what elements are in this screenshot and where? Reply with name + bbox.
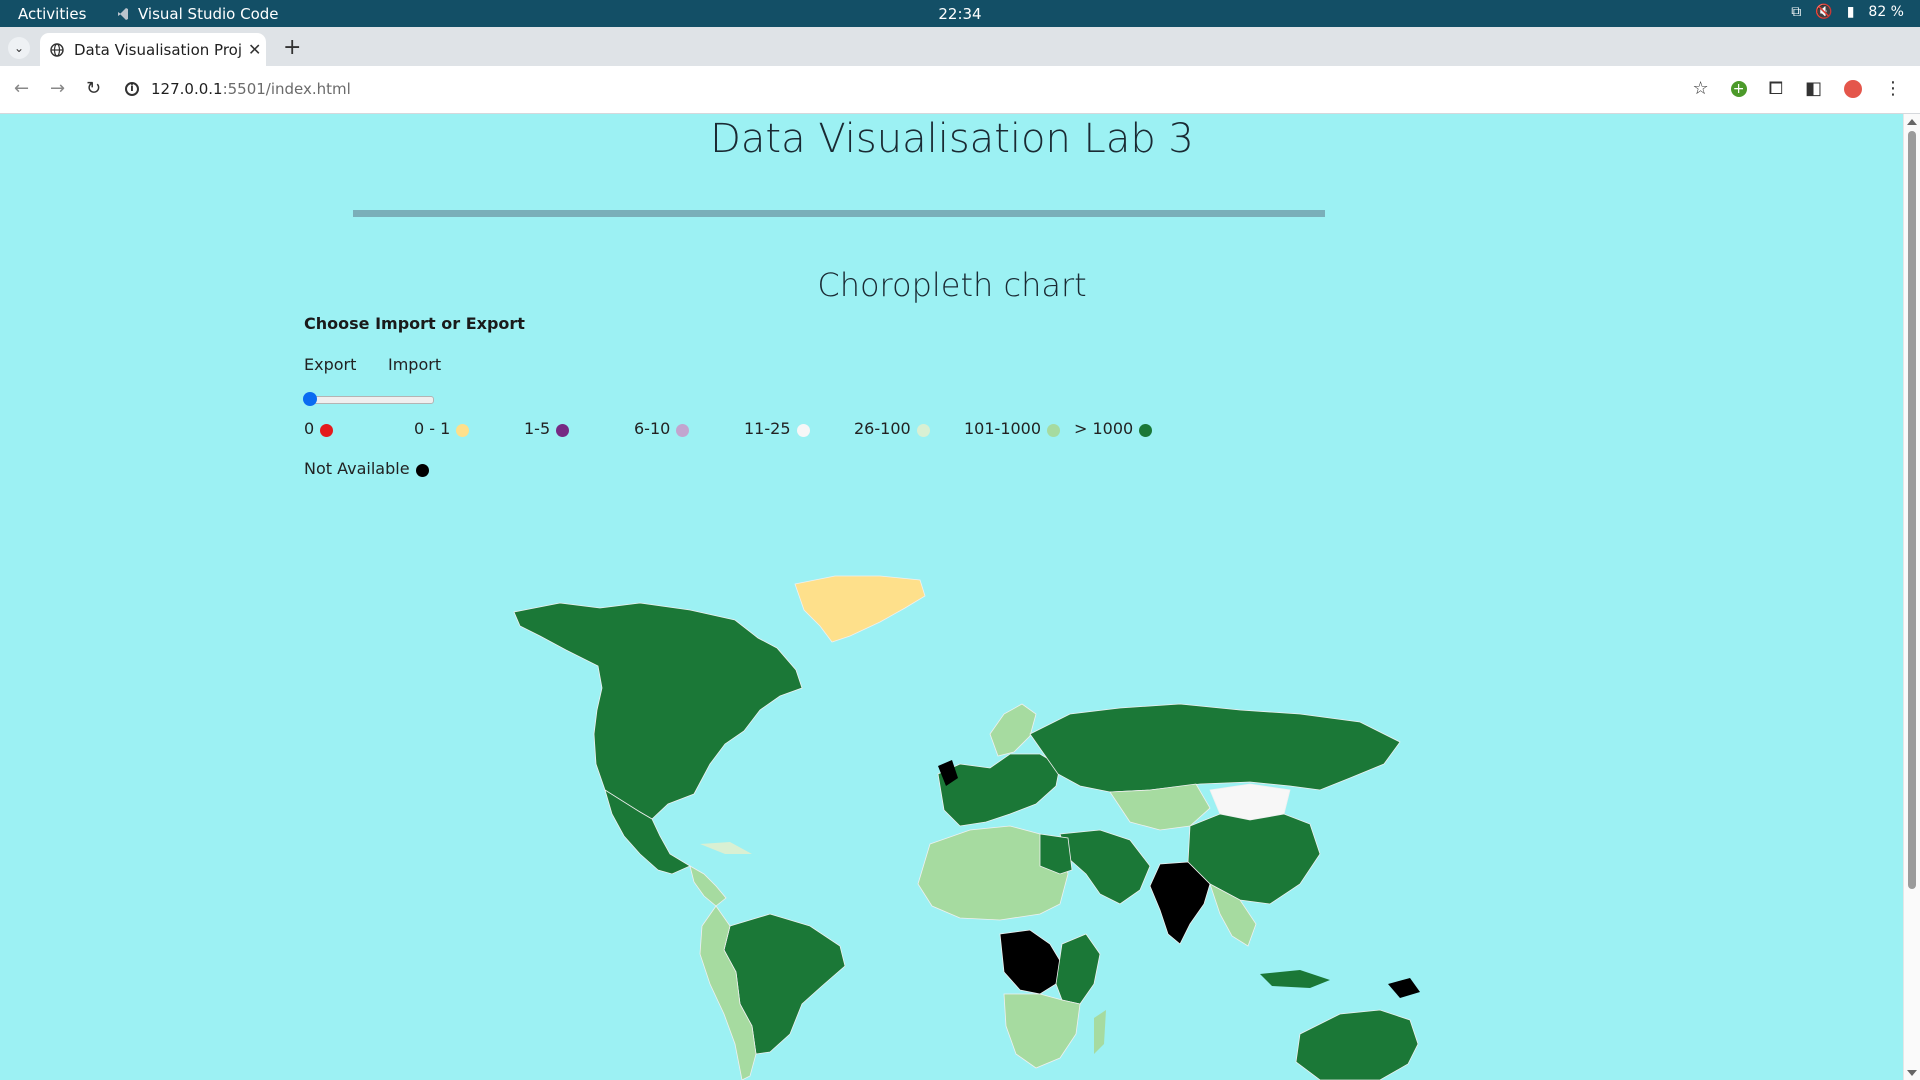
url-host: 127.0.0.1: [151, 80, 223, 98]
globe-icon: [50, 42, 64, 57]
legend-item: 0 - 1: [414, 419, 470, 438]
legend-label: 101-1000: [964, 419, 1042, 438]
choose-label: Choose Import or Export: [304, 314, 525, 333]
country-southern-africa[interactable]: [1003, 993, 1081, 1069]
choropleth-map[interactable]: [0, 114, 1904, 1080]
legend-label: 26-100: [854, 419, 911, 438]
legend-item: 1-5: [524, 419, 570, 438]
country-north-africa[interactable]: [917, 825, 1069, 921]
country-india[interactable]: [1149, 861, 1211, 945]
legend-item: 11-25: [744, 419, 810, 438]
legend-item: 101-1000: [964, 419, 1061, 438]
legend-item: 0: [304, 419, 334, 438]
new-tab-plus-icon[interactable]: +: [283, 35, 302, 60]
tab-title: Data Visualisation Proje: [74, 40, 242, 59]
legend-label: 0 - 1: [414, 419, 451, 438]
toolbar-actions: ☆ + ⧠ ◧ ⋮: [1692, 78, 1902, 99]
url-path: :5501/index.html: [222, 80, 351, 98]
country-middle-east[interactable]: [1059, 829, 1151, 905]
legend-label: 11-25: [744, 419, 791, 438]
legend-swatch: [916, 423, 930, 437]
scrollbar-thumb[interactable]: [1908, 131, 1916, 889]
divider: [353, 210, 1325, 217]
legend-label: > 1000: [1074, 419, 1134, 438]
country-southeast-asia[interactable]: [1209, 883, 1257, 947]
legend-item: Not Available: [304, 459, 429, 478]
import-export-slider[interactable]: [303, 392, 434, 406]
chart-title: Choropleth chart: [817, 266, 1087, 304]
kebab-menu-icon[interactable]: ⋮: [1884, 78, 1902, 99]
legend-label: 6-10: [634, 419, 671, 438]
scroll-up-arrow-icon[interactable]: [1907, 119, 1917, 125]
country-png[interactable]: [1388, 978, 1420, 998]
activities-button[interactable]: Activities: [18, 5, 87, 23]
battery-percent: 82 %: [1868, 4, 1904, 20]
scroll-down-arrow-icon[interactable]: [1907, 1070, 1917, 1076]
legend-swatch: [456, 423, 470, 437]
legend-swatch: [415, 463, 429, 477]
legend-swatch: [1047, 423, 1061, 437]
country-mexico[interactable]: [604, 789, 691, 875]
country-central-america[interactable]: [689, 865, 727, 907]
legend-swatch: [320, 423, 334, 437]
volume-muted-icon: 🔇: [1815, 4, 1833, 20]
country-greenland[interactable]: [794, 575, 926, 643]
tab-active[interactable]: Data Visualisation Proje ✕: [40, 33, 266, 66]
page-scrollbar[interactable]: [1903, 114, 1920, 1080]
legend-label: 0: [304, 419, 315, 438]
site-info-icon[interactable]: i: [125, 82, 139, 96]
legend-swatch: [556, 423, 570, 437]
clock[interactable]: 22:34: [938, 5, 982, 23]
option-import[interactable]: Import: [388, 355, 442, 374]
page-content: Data Visualisation Lab 3 Choropleth char…: [0, 114, 1904, 1080]
profile-avatar[interactable]: [1844, 79, 1862, 98]
network-icon: ⧉: [1791, 4, 1802, 20]
extension-plus-icon[interactable]: +: [1730, 80, 1747, 97]
country-east-africa[interactable]: [1055, 933, 1101, 1005]
legend-swatch: [796, 423, 810, 437]
page-title: Data Visualisation Lab 3: [710, 116, 1194, 162]
country-south-america-west[interactable]: [699, 905, 757, 1080]
address-bar[interactable]: i 127.0.0.1:5501/index.html: [125, 80, 351, 98]
country-scandinavia[interactable]: [989, 703, 1037, 757]
legend-item: 26-100: [854, 419, 930, 438]
legend-swatch: [1139, 423, 1153, 437]
os-top-bar: Activities Visual Studio Code 22:34 ⧉ 🔇 …: [0, 0, 1920, 27]
option-export[interactable]: Export: [304, 355, 357, 374]
legend-swatch: [676, 423, 690, 437]
back-arrow-icon[interactable]: ←: [14, 78, 30, 99]
legend-label: Not Available: [304, 459, 410, 478]
tab-strip: ⌄ Data Visualisation Proje ✕ +: [0, 27, 1920, 66]
extensions-puzzle-icon[interactable]: ⧠: [1768, 78, 1783, 99]
forward-arrow-icon[interactable]: →: [50, 78, 66, 99]
legend-item: 6-10: [634, 419, 690, 438]
tab-search-chevron-down-icon[interactable]: ⌄: [8, 37, 30, 59]
legend-label: 1-5: [524, 419, 551, 438]
vscode-icon: [118, 8, 128, 20]
legend-item: > 1000: [1074, 419, 1153, 438]
country-cuba[interactable]: [700, 842, 752, 854]
slider-knob[interactable]: [303, 392, 317, 406]
app-menu[interactable]: Visual Studio Code: [116, 5, 279, 23]
country-madagascar[interactable]: [1094, 1010, 1106, 1054]
app-name: Visual Studio Code: [138, 5, 279, 23]
country-kazakhstan[interactable]: [1109, 783, 1211, 831]
battery-icon: ▮: [1846, 4, 1855, 20]
country-canada-usa[interactable]: [513, 602, 803, 820]
navigation-bar: ← → ↻ i 127.0.0.1:5501/index.html ☆ + ⧠ …: [0, 66, 1920, 114]
country-russia[interactable]: [1029, 703, 1401, 793]
tab-close-icon[interactable]: ✕: [248, 40, 262, 59]
system-tray[interactable]: ⧉ 🔇 ▮ 82 %: [1791, 4, 1904, 20]
country-egypt[interactable]: [1039, 833, 1073, 875]
bookmark-star-icon[interactable]: ☆: [1692, 78, 1709, 99]
country-indonesia[interactable]: [1260, 970, 1330, 988]
country-central-africa[interactable]: [999, 929, 1063, 995]
country-europe-west[interactable]: [937, 753, 1061, 827]
reload-icon[interactable]: ↻: [86, 78, 102, 99]
side-panel-icon[interactable]: ◧: [1804, 78, 1822, 99]
country-uk[interactable]: [938, 760, 958, 786]
country-australia[interactable]: [1295, 1009, 1419, 1080]
